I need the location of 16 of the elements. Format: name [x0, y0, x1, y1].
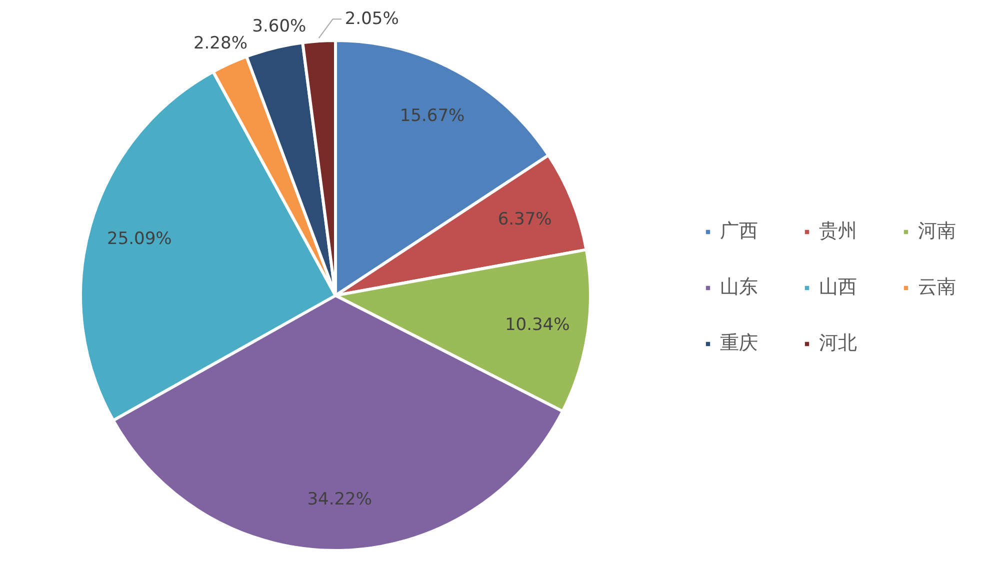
legend-label: 云南 — [918, 275, 957, 300]
legend-label: 广西 — [720, 219, 759, 244]
data-label: 25.09% — [107, 229, 172, 250]
legend-label: 河北 — [819, 331, 858, 356]
legend-label: 河南 — [918, 219, 957, 244]
data-label: 15.67% — [400, 106, 465, 126]
data-label: 2.05% — [344, 9, 399, 30]
legend-label: 重庆 — [720, 331, 759, 356]
data-label: 6.37% — [498, 210, 552, 230]
legend-label: 贵州 — [819, 219, 858, 244]
legend-label: 山东 — [720, 275, 759, 300]
data-label: 3.60% — [252, 16, 306, 37]
data-label: 2.28% — [193, 34, 248, 54]
legend-label: 山西 — [819, 275, 858, 300]
data-label: 10.34% — [504, 315, 570, 336]
data-label: 34.22% — [307, 489, 372, 510]
